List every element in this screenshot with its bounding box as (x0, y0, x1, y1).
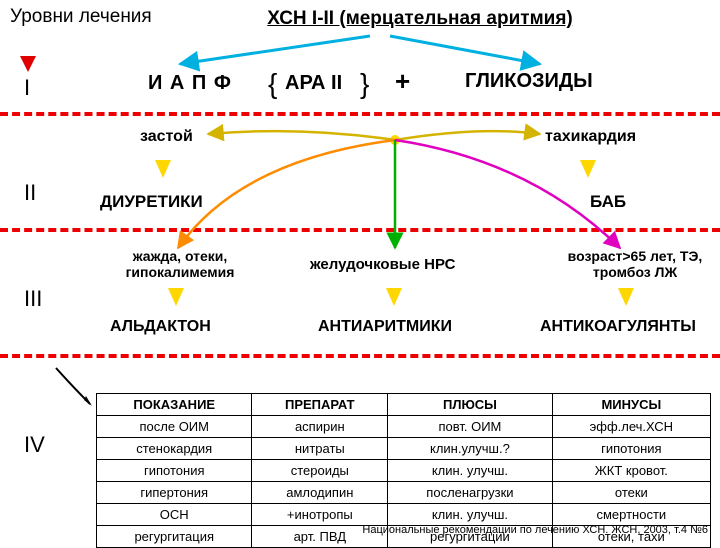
antiarrhythmics-label: АНТИАРИТМИКИ (318, 318, 452, 336)
table-cell: ЖКТ кровот. (552, 460, 710, 482)
table-header: ПОКАЗАНИЕ (97, 394, 252, 416)
table-cell: стенокардия (97, 438, 252, 460)
table-cell: клин. улучш. (388, 460, 553, 482)
table-header: ПЛЮСЫ (388, 394, 553, 416)
table-row: гипотониястероидыклин. улучш.ЖКТ кровот. (97, 460, 711, 482)
bab-label: БАБ (590, 192, 626, 212)
iapf-label: И А П Ф (148, 72, 232, 95)
level-sep-2 (0, 228, 720, 232)
yellow-arrow-3a-icon (168, 288, 184, 306)
table-cell: посленагрузки (388, 482, 553, 504)
page-title: ХСН I-II (мерцательная аритмия) (128, 8, 712, 30)
table-cell: клин. улучш. (388, 504, 553, 526)
table-cell: смертности (552, 504, 710, 526)
yellow-arrow-3b-icon (386, 288, 402, 306)
table-cell: регургитация (97, 526, 252, 548)
table-cell: ОСН (97, 504, 252, 526)
plus-label: + (395, 66, 410, 97)
level-4-roman: IV (24, 432, 45, 458)
table-header: МИНУСЫ (552, 394, 710, 416)
table-row: после ОИМаспиринповт. ОИМэфф.леч.ХСН (97, 416, 711, 438)
table-cell: после ОИМ (97, 416, 252, 438)
diuretics-label: ДИУРЕТИКИ (100, 192, 203, 212)
table-row: ОСН+инотропыклин. улучш.смертности (97, 504, 711, 526)
level-sep-3 (0, 354, 720, 358)
table-cell: +инотропы (252, 504, 388, 526)
level-1-roman: I (24, 75, 30, 101)
yellow-arrow-right-icon (580, 160, 596, 178)
red-down-arrow-icon (20, 56, 36, 72)
table-cell: стероиды (252, 460, 388, 482)
yellow-arrow-left-icon (155, 160, 171, 178)
table-cell: отеки (552, 482, 710, 504)
brace-right: } (360, 68, 369, 100)
levels-label: Уровни лечения (10, 6, 152, 28)
l3-c3-top: возраст>65 лет, ТЭ, тромбоз ЛЖ (555, 248, 715, 280)
table-row: гипертонияамлодипинпосленагрузкиотеки (97, 482, 711, 504)
brace-left: { (268, 68, 277, 100)
stasis-label: застой (140, 128, 193, 146)
aldactone-label: АЛЬДАКТОН (110, 318, 211, 336)
level-sep-1 (0, 112, 720, 116)
ara-label: АРА II (285, 72, 342, 95)
table-cell: нитраты (252, 438, 388, 460)
table-row: стенокардиянитратыклин.улучш.?гипотония (97, 438, 711, 460)
table-cell: повт. ОИМ (388, 416, 553, 438)
level-2-roman: II (24, 180, 36, 206)
table-cell: гипотония (552, 438, 710, 460)
anticoagulants-label: АНТИКОАГУЛЯНТЫ (540, 318, 696, 336)
tachy-label: тахикардия (545, 128, 636, 146)
yellow-arrow-3c-icon (618, 288, 634, 306)
footer-citation: Национальные рекомендации по лечению ХСН… (362, 524, 708, 536)
table-cell: аспирин (252, 416, 388, 438)
level-3-roman: III (24, 286, 42, 312)
glycosides-label: ГЛИКОЗИДЫ (465, 70, 593, 93)
table-header: ПРЕПАРАТ (252, 394, 388, 416)
table-cell: гипотония (97, 460, 252, 482)
table-cell: эфф.леч.ХСН (552, 416, 710, 438)
table-cell: клин.улучш.? (388, 438, 553, 460)
l3-c2-top: желудочковые НРС (310, 256, 455, 273)
l3-c1-top: жажда, отеки, гипокалимемия (100, 248, 260, 280)
table-cell: амлодипин (252, 482, 388, 504)
table-cell: гипертония (97, 482, 252, 504)
